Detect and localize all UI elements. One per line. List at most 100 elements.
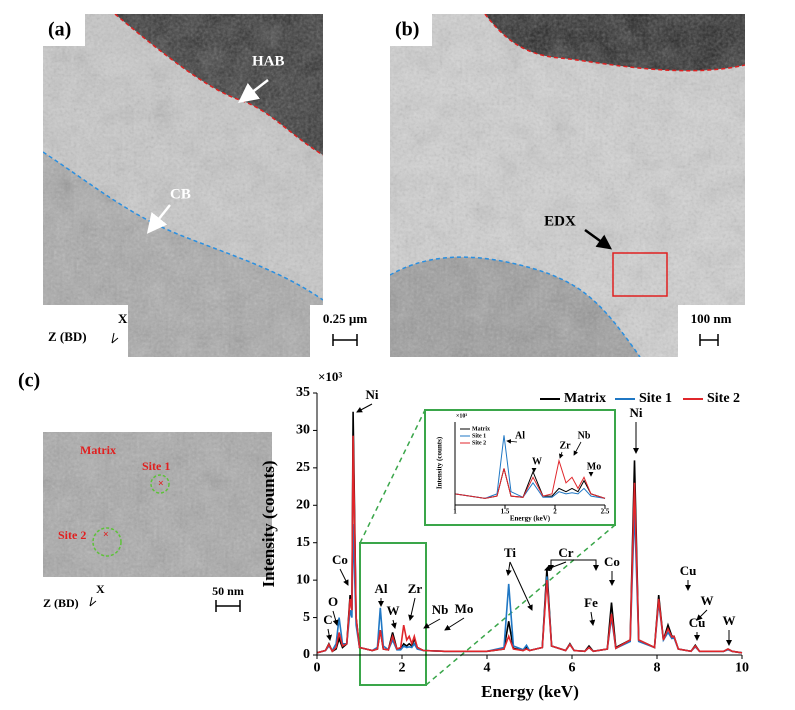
annotation: EDX xyxy=(544,213,576,229)
x-tick-label: 1 xyxy=(453,507,457,515)
x-tick-label: 10 xyxy=(735,661,749,676)
y-axis-label: Intensity (counts) xyxy=(259,460,278,587)
peak-label: Fe xyxy=(584,595,598,610)
x-axis-label: Energy (keV) xyxy=(510,515,551,523)
y-tick-label: 5 xyxy=(303,610,310,625)
y-axis-label: Intensity (counts) xyxy=(436,436,444,489)
legend-label: Matrix xyxy=(564,391,606,406)
peak-arrow xyxy=(573,441,582,456)
scale-box xyxy=(310,305,376,357)
peak-arrow xyxy=(696,609,708,621)
label-box xyxy=(390,14,432,46)
peak-arrow xyxy=(326,628,333,641)
peak-label: Zr xyxy=(559,440,571,451)
x-axis-label: Energy (keV) xyxy=(481,682,579,701)
x-tick-label: 6 xyxy=(569,661,576,676)
peak-label: Mo xyxy=(455,601,474,616)
y-tick-label: 10 xyxy=(296,572,310,587)
x-tick-label: 2 xyxy=(399,661,406,676)
x-tick-label: 1.5 xyxy=(501,507,510,515)
legend-label: Site 1 xyxy=(472,433,486,439)
series-line xyxy=(316,435,743,654)
peak-label: Co xyxy=(604,554,620,569)
axis-box xyxy=(43,305,128,357)
panel-label: (c) xyxy=(18,370,40,392)
peak-arrow xyxy=(506,439,518,444)
legend-label: Site 2 xyxy=(472,440,486,446)
svg-text:×: × xyxy=(103,529,109,540)
peak-arrow xyxy=(332,610,339,626)
peak-arrow xyxy=(356,403,373,413)
inset-frame xyxy=(424,409,616,526)
y-tick-label: 0 xyxy=(303,647,310,662)
peak-label: Al xyxy=(375,581,388,596)
y-tick-label: 35 xyxy=(296,385,310,400)
panel-label: (a) xyxy=(48,19,71,41)
peak-label: Nb xyxy=(432,602,449,617)
zoom-box xyxy=(359,542,427,686)
x-tick-label: 4 xyxy=(484,661,491,676)
spectrum: 0 2 4 6 8 10 0 5 10 15 20 25 30 35 ×10³ Energy (keV) Int… xyxy=(259,369,749,701)
legend-label: Matrix xyxy=(472,426,490,432)
x-tick-label: 2 xyxy=(553,507,557,515)
peak-arrow xyxy=(558,451,564,459)
peak-label: Ni xyxy=(630,405,643,420)
peak-label: W xyxy=(701,593,714,608)
annotation: HAB xyxy=(252,53,285,69)
site-label: Site 1 xyxy=(142,459,170,473)
y-tick-label: 30 xyxy=(296,423,310,438)
peak-label: W xyxy=(532,456,542,467)
peak-arrow xyxy=(544,561,567,572)
label-box xyxy=(43,14,85,46)
peak-arrow xyxy=(589,611,596,626)
peak-arrow xyxy=(339,568,349,586)
axis-label: X xyxy=(118,311,128,326)
peak-label: W xyxy=(387,603,400,618)
peak-label: Co xyxy=(332,552,348,567)
scale-label: 100 nm xyxy=(691,311,732,326)
peak-arrow xyxy=(509,561,533,611)
peak-arrow xyxy=(423,618,441,629)
micrograph-a xyxy=(43,14,323,357)
x-tick-label: 0 xyxy=(314,661,321,676)
peak-label: Al xyxy=(515,430,525,441)
peak-label: Ni xyxy=(366,387,379,402)
peak-arrow xyxy=(574,559,599,571)
peak-label: C xyxy=(323,612,332,627)
y-tick-label: 25 xyxy=(296,460,310,475)
scale-label: 0.25 µm xyxy=(323,311,367,326)
series-line xyxy=(454,458,606,499)
axis-label: Z (BD) xyxy=(43,596,79,610)
micrograph-b xyxy=(390,14,745,357)
peak-label: Cr xyxy=(558,545,573,560)
series-line xyxy=(454,435,606,499)
axis-label: X xyxy=(96,582,105,596)
peak-label: Nb xyxy=(578,430,591,441)
axis-label: Z (BD) xyxy=(48,329,87,344)
x-tick-label: 2.5 xyxy=(601,507,610,515)
peak-arrow xyxy=(408,597,416,621)
panel-label: (b) xyxy=(395,19,419,41)
peak-arrow xyxy=(505,561,512,576)
x-tick-label: 8 xyxy=(654,661,661,676)
peak-label: Ti xyxy=(504,545,516,560)
peak-label: Cu xyxy=(689,615,706,630)
annotation: CB xyxy=(170,186,191,202)
y-tick-label: 20 xyxy=(296,498,310,513)
legend-label: Site 1 xyxy=(639,391,672,406)
peak-label: O xyxy=(328,594,338,609)
peak-label: W xyxy=(723,613,736,628)
legend-label: Site 2 xyxy=(707,391,740,406)
peak-label: Cu xyxy=(680,563,697,578)
micrograph-c: × × xyxy=(43,432,272,577)
site-label: Matrix xyxy=(80,443,116,457)
site-label: Site 2 xyxy=(58,528,86,542)
peak-arrow xyxy=(390,619,397,629)
peak-arrow xyxy=(548,559,574,571)
scale-label: 50 nm xyxy=(212,584,244,598)
peak-label: Zr xyxy=(408,581,423,596)
y-multiplier: ×10³ xyxy=(318,369,342,384)
peak-label: Mo xyxy=(587,461,601,472)
scale-box xyxy=(678,305,745,357)
